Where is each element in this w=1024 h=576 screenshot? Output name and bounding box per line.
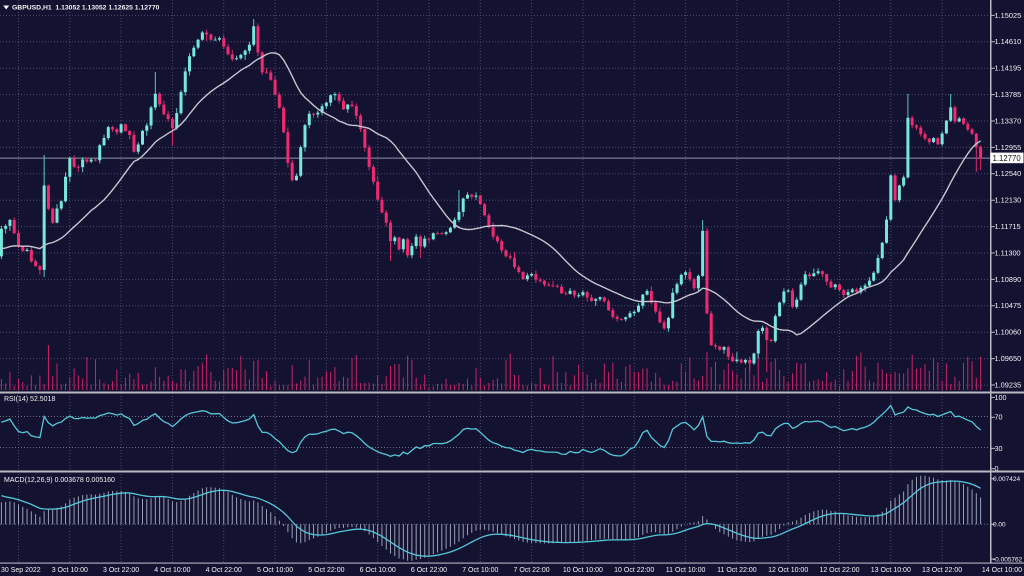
svg-text:30: 30 (995, 444, 1003, 453)
svg-text:100: 100 (995, 393, 1007, 402)
svg-text:10 Oct 22:00: 10 Oct 22:00 (614, 567, 654, 574)
svg-text:1.12955: 1.12955 (995, 143, 1022, 152)
svg-text:-0.005762: -0.005762 (993, 556, 1023, 563)
svg-text:3 Oct 10:00: 3 Oct 10:00 (52, 567, 88, 574)
svg-text:11 Oct 10:00: 11 Oct 10:00 (666, 567, 706, 574)
svg-text:7 Oct 22:00: 7 Oct 22:00 (513, 567, 549, 574)
svg-text:12 Oct 10:00: 12 Oct 10:00 (768, 567, 808, 574)
svg-text:RSI(14) 52.5018: RSI(14) 52.5018 (4, 396, 55, 403)
svg-text:7 Oct 10:00: 7 Oct 10:00 (462, 567, 498, 574)
svg-text:1.13785: 1.13785 (995, 90, 1022, 99)
svg-text:1.12540: 1.12540 (995, 169, 1022, 178)
svg-text:0.007424: 0.007424 (993, 476, 1020, 483)
svg-text:1.14195: 1.14195 (995, 64, 1022, 73)
svg-text:0: 0 (995, 464, 999, 473)
svg-text:70: 70 (995, 413, 1003, 422)
svg-text:12 Oct 22:00: 12 Oct 22:00 (819, 567, 859, 574)
svg-text:30 Sep 2022: 30 Sep 2022 (1, 567, 41, 574)
svg-text:1.10475: 1.10475 (995, 301, 1022, 310)
svg-text:14 Oct 10:00: 14 Oct 10:00 (982, 567, 1022, 574)
svg-text:1.14610: 1.14610 (995, 37, 1022, 46)
svg-text:1.15025: 1.15025 (995, 11, 1022, 20)
svg-text:GBPUSD,H1 1.13052 1.13052 1.1: GBPUSD,H1 1.13052 1.13052 1.12625 1.1277… (12, 4, 160, 11)
svg-text:1.12770: 1.12770 (993, 154, 1022, 163)
svg-text:3 Oct 22:00: 3 Oct 22:00 (103, 567, 139, 574)
svg-text:1.11300: 1.11300 (995, 248, 1021, 257)
svg-text:1.10060: 1.10060 (995, 328, 1022, 337)
svg-text:1.11715: 1.11715 (995, 222, 1021, 231)
svg-text:10 Oct 10:00: 10 Oct 10:00 (563, 567, 603, 574)
svg-text:MACD(12,26,9) 0.003678 0.00516: MACD(12,26,9) 0.003678 0.005160 (4, 477, 115, 484)
svg-text:1.10890: 1.10890 (995, 275, 1022, 284)
svg-text:4 Oct 22:00: 4 Oct 22:00 (206, 567, 242, 574)
svg-text:11 Oct 22:00: 11 Oct 22:00 (717, 567, 757, 574)
svg-text:6 Oct 10:00: 6 Oct 10:00 (360, 567, 396, 574)
svg-text:1.12130: 1.12130 (995, 196, 1022, 205)
svg-text:5 Oct 10:00: 5 Oct 10:00 (257, 567, 293, 574)
svg-text:6 Oct 22:00: 6 Oct 22:00 (411, 567, 447, 574)
svg-text:1.09235: 1.09235 (995, 380, 1022, 389)
svg-text:13 Oct 22:00: 13 Oct 22:00 (922, 567, 962, 574)
svg-text:0.00: 0.00 (993, 522, 1006, 529)
svg-text:13 Oct 10:00: 13 Oct 10:00 (871, 567, 911, 574)
svg-text:1.13370: 1.13370 (995, 116, 1022, 125)
svg-text:4 Oct 10:00: 4 Oct 10:00 (154, 567, 190, 574)
svg-text:1.09650: 1.09650 (995, 354, 1022, 363)
svg-text:5 Oct 22:00: 5 Oct 22:00 (308, 567, 344, 574)
